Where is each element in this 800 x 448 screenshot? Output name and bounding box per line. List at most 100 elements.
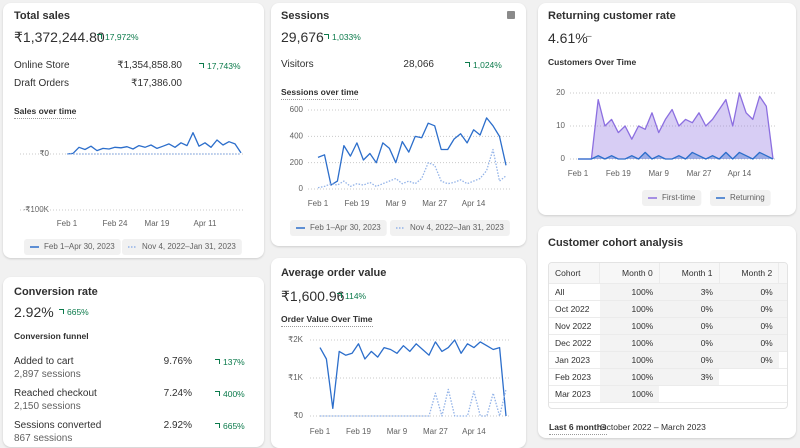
x-tick-label: Mar 9 [387, 427, 408, 436]
cell: Mar 2023 [549, 385, 600, 403]
column-header: Month 2 [719, 263, 780, 284]
line [66, 132, 242, 155]
legend-bg [710, 190, 771, 206]
line [578, 92, 774, 160]
step-rate: 9.76% [163, 356, 192, 367]
step-change: 137% [214, 355, 245, 369]
y-tick-label: ₹2K [288, 335, 304, 344]
cell: 0% [719, 334, 779, 352]
column-header: Month 3 [778, 263, 787, 284]
row-value: 28,066 [403, 59, 434, 70]
cell: 0% [778, 300, 787, 318]
y-tick-label: 600 [290, 105, 304, 114]
cell [719, 385, 779, 403]
y-tick-label: ₹0 [293, 411, 303, 420]
x-tick-label: Mar 19 [145, 219, 170, 228]
step-change: 665% [214, 419, 245, 433]
change: 17,972% [96, 30, 139, 44]
cell: 0% [719, 317, 779, 335]
step-label: Added to cart [14, 356, 74, 367]
x-tick-label: Mar 27 [422, 199, 447, 208]
legend-label: Returning [730, 193, 765, 202]
x-tick-label: Feb 1 [310, 427, 331, 436]
change: 114% [336, 289, 366, 303]
change: 17,743% [198, 59, 241, 73]
cell [778, 351, 787, 369]
cell: 0% [778, 334, 787, 352]
x-tick-label: Feb 1 [57, 219, 78, 228]
cell: Jan 2023 [549, 351, 600, 369]
y-tick-label: 200 [290, 158, 304, 167]
legend-bg [390, 220, 510, 236]
range: October 2022 – March 2023 [600, 422, 706, 432]
cell: 0% [778, 317, 787, 335]
cell: 100% [599, 368, 660, 386]
legend-item[interactable]: Nov 4, 2022–Jan 31, 2023 [390, 220, 510, 236]
y-tick-label: 10 [556, 121, 565, 130]
cell: 0% [659, 351, 719, 369]
legend-bg [122, 239, 242, 255]
row-label: Draft Orders [14, 78, 70, 89]
cell: 0% [778, 283, 787, 301]
cell: 3% [659, 283, 719, 301]
card-title: Total sales [14, 10, 71, 22]
charts: ₹0 -₹100K Feb 1 Feb 24 Mar 19 Apr 11 Feb 1–Apr… [20, 88, 777, 436]
y-tick-label: 20 [556, 88, 565, 97]
x-tick-label: Feb 1 [308, 199, 329, 208]
cell: Dec 2022 [549, 334, 600, 352]
cell: Oct 2022 [549, 300, 600, 318]
cell: 100% [599, 334, 660, 352]
x-tick-label: Mar 9 [648, 169, 669, 178]
chart-title: Customers Over Time [548, 57, 637, 67]
legend-item[interactable]: Nov 4, 2022–Jan 31, 2023 [122, 239, 242, 255]
line [578, 151, 774, 160]
y-tick-label: ₹1K [288, 373, 304, 382]
cell: 100% [599, 351, 660, 369]
cell: 3% [659, 368, 719, 386]
x-tick-label: Feb 1 [568, 169, 589, 178]
y-tick-label: -₹100K [23, 205, 50, 214]
cell: 0% [659, 300, 719, 318]
cell: 0% [659, 334, 719, 352]
legend-item[interactable]: Feb 1–Apr 30, 2023 [290, 220, 387, 236]
dashboard: {"total_sales":{"title":"Total sales","v… [3, 3, 796, 448]
step-rate: 7.24% [163, 388, 192, 399]
chart-icon[interactable] [507, 11, 515, 19]
cell: Nov 2022 [549, 317, 600, 335]
legend-label: First-time [662, 193, 696, 202]
cell: Feb 2023 [549, 368, 600, 386]
change: – [586, 31, 592, 42]
legend-item[interactable]: Returning [710, 190, 771, 206]
cell [778, 368, 787, 386]
x-tick-label: Apr 11 [194, 219, 218, 228]
cell: 0% [719, 283, 779, 301]
cell: 100% [599, 385, 660, 403]
card-title: Returning customer rate [548, 10, 676, 22]
x-tick-label: Feb 19 [346, 427, 371, 436]
legend-item[interactable]: Feb 1–Apr 30, 2023 [24, 239, 121, 255]
row-value: ₹1,354,858.80 [117, 60, 182, 71]
range-label[interactable]: Last 6 months [549, 420, 607, 435]
cell: 0% [719, 300, 779, 318]
row-label: Visitors [281, 59, 314, 70]
legend-bg [24, 239, 121, 255]
legend-item[interactable]: First-time [642, 190, 702, 206]
row: Feb 2023 100% 3% [549, 368, 787, 386]
step-label: Reached checkout [14, 388, 97, 399]
row-label: Online Store [14, 60, 70, 71]
change: 1,033% [323, 30, 361, 44]
legend-label: Nov 4, 2022–Jan 31, 2023 [142, 242, 236, 251]
card-title: Average order value [281, 267, 387, 279]
row: Mar 2023 100% [549, 385, 787, 403]
change: 665% [58, 305, 89, 319]
x-tick-label: Apr 14 [462, 427, 486, 436]
y-tick-label: 0 [561, 154, 566, 163]
cell [719, 368, 779, 386]
metric: ₹1,372,244.80 [14, 29, 105, 45]
card-title: Conversion rate [14, 286, 98, 298]
row-value: ₹17,386.00 [131, 78, 182, 89]
legend-bg [290, 220, 387, 236]
